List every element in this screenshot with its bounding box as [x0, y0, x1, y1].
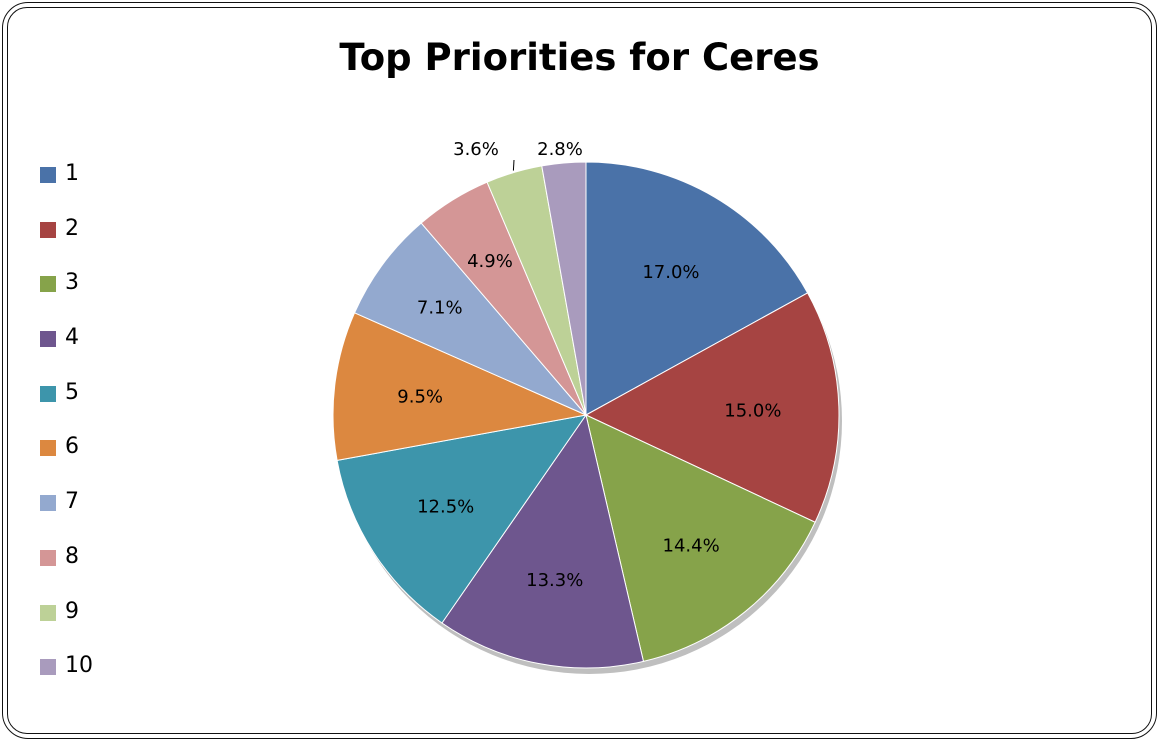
pie-slice-7 [353, 222, 587, 416]
pie-slice-1 [585, 161, 809, 416]
legend-swatch-8 [40, 549, 56, 566]
chart-title: Top Priorities for Ceres [339, 36, 820, 79]
legend-label-5: 5 [65, 379, 79, 405]
legend-swatch-7 [40, 495, 56, 512]
legend-label-4: 4 [65, 325, 79, 351]
legend-swatch-1 [40, 167, 56, 183]
data-label-6: 9.5% [397, 386, 443, 407]
pie-slice-6 [332, 312, 588, 461]
data-label-5: 12.5% [417, 496, 474, 517]
pie-slice-2 [584, 292, 840, 523]
legend-swatch-2 [40, 221, 56, 238]
legend-swatch-4 [40, 331, 56, 348]
data-label-3: 14.4% [663, 536, 720, 557]
legend-swatch-3 [40, 276, 56, 293]
pie-data-labels: 17.0% 15.0% 14.4% 13.3% 12.5% 9.5% 7.1% 4.9% 3.6… [397, 139, 781, 591]
legend-swatch-5 [40, 385, 56, 402]
pie-slices [332, 161, 842, 674]
legend-label-6: 6 [65, 434, 79, 460]
data-label-7: 7.1% [417, 297, 463, 318]
legend-label-9: 9 [65, 598, 79, 624]
data-label-8: 4.9% [467, 251, 513, 272]
pie-slice-10 [541, 161, 587, 416]
pie-slice-4 [441, 413, 645, 669]
pie-slice-5 [336, 414, 588, 624]
data-label-1: 17.0% [642, 262, 699, 283]
data-label-9: 3.6% [453, 139, 499, 160]
legend-swatch-6 [40, 440, 56, 457]
legend-swatch-9 [40, 604, 56, 621]
legend-label-7: 7 [65, 489, 79, 515]
legend-label-10: 10 [65, 653, 93, 679]
chart-frame-inner [7, 7, 1152, 734]
legend-swatch-10 [40, 659, 56, 676]
data-label-2: 15.0% [724, 400, 781, 421]
pie-slice-3 [585, 414, 816, 662]
data-label-4: 13.3% [526, 570, 583, 591]
data-label-10: 2.8% [537, 139, 583, 160]
leader-line-9 [512, 159, 515, 171]
legend-label-3: 3 [65, 270, 79, 296]
legend-label-2: 2 [65, 215, 79, 241]
legend-label-8: 8 [65, 543, 79, 569]
legend-label-1: 1 [65, 161, 79, 186]
